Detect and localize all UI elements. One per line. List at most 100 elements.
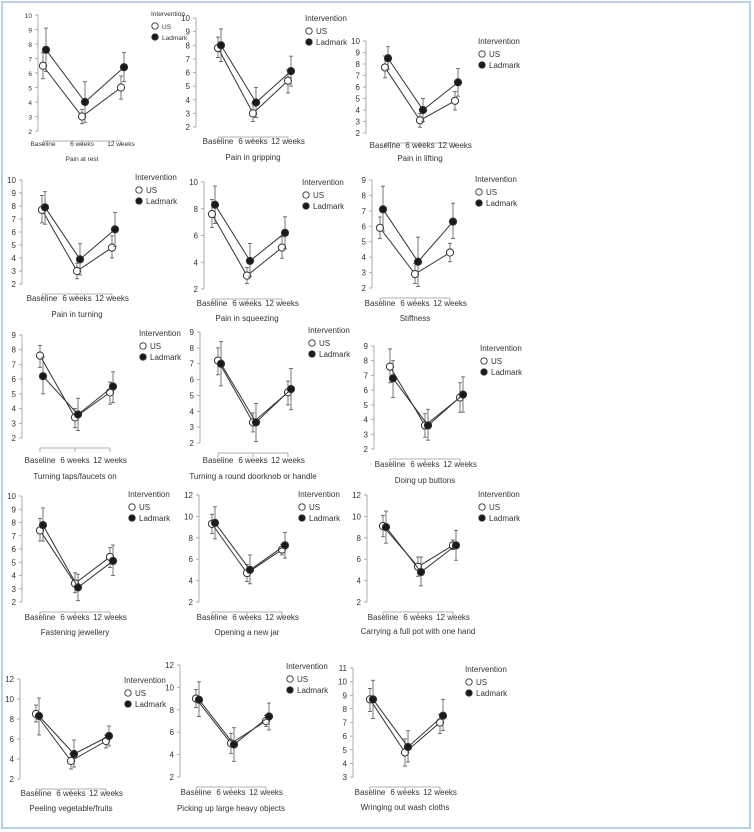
data-point-ladmark: [453, 78, 463, 87]
x-tick-label: 12 weeks: [265, 613, 299, 622]
y-tick-label: 3: [362, 269, 367, 278]
data-point-ladmark: [40, 203, 50, 212]
x-tick-label: 6 weeks: [405, 141, 434, 150]
data-point-ladmark: [38, 521, 48, 530]
data-point-us: [242, 271, 252, 280]
y-tick-label: 6: [170, 728, 175, 737]
legend-label: US: [309, 503, 320, 512]
y-tick-label: 6: [28, 71, 32, 78]
legend-marker-ladmark: [286, 686, 294, 694]
y-tick-label: 6: [356, 83, 361, 92]
chart-title: Wringing out wash cloths: [361, 803, 450, 812]
legend-marker-us: [478, 50, 486, 58]
y-tick-label: 2: [10, 775, 15, 784]
legend-label: US: [150, 342, 161, 351]
x-tick-label: 6 weeks: [60, 456, 89, 465]
x-tick-label: Baseline: [31, 141, 56, 148]
y-tick-label: 8: [343, 705, 348, 714]
x-tick-label: Baseline: [368, 613, 399, 622]
legend-title: Intervention: [124, 676, 166, 685]
y-tick-label: 4: [194, 258, 199, 267]
data-point-ladmark: [69, 749, 79, 759]
legend-label: Ladmark: [146, 197, 178, 206]
chart-title: Pain in lifting: [397, 154, 442, 163]
x-tick-label: 6 weeks: [238, 456, 267, 465]
y-tick-label: 4: [189, 577, 194, 586]
chart-title: Pain in gripping: [225, 153, 280, 162]
y-tick-label: 3: [28, 115, 32, 122]
legend-label: Ladmark: [489, 514, 521, 523]
legend-title: Intervention: [478, 37, 520, 46]
y-tick-label: 6: [343, 732, 348, 741]
chart-panel: 2 3 4 5 6 7 8 9 Baseline 6 weeks 12 weeksStiffness…: [362, 175, 519, 323]
y-tick-label: 9: [186, 28, 191, 37]
y-tick-label: 6: [12, 228, 17, 237]
data-point-ladmark: [245, 256, 255, 266]
data-point-ladmark: [210, 200, 220, 209]
y-tick-label: 5: [362, 238, 367, 247]
legend-marker-us: [298, 503, 306, 511]
x-tick-label: Baseline: [25, 456, 56, 465]
chart-title: Opening a new jar: [215, 628, 280, 637]
legend-title: Intervention: [480, 344, 522, 353]
legend-label: US: [146, 186, 157, 195]
y-tick-label: 9: [28, 28, 32, 35]
y-tick-label: 7: [362, 207, 367, 216]
y-tick-label: 4: [10, 755, 15, 764]
y-tick-label: 5: [28, 86, 32, 93]
y-tick-label: 2: [189, 598, 194, 607]
legend-marker-us: [151, 22, 159, 30]
y-tick-label: 7: [190, 360, 195, 369]
legend-label: US: [319, 339, 330, 348]
y-tick-label: 7: [364, 371, 369, 380]
y-tick-label: 4: [362, 253, 367, 262]
y-tick-label: 7: [356, 72, 361, 81]
data-point-us: [116, 83, 126, 92]
y-tick-label: 10: [351, 37, 360, 46]
y-tick-label: 6: [12, 545, 17, 554]
chart-title: Fastening jewellery: [41, 628, 109, 637]
x-tick-label: 12 weeks: [443, 460, 477, 469]
chart-panel: 2 4 6 8 10 12 Baseline 6 weeks 12 weeks Carrying …: [352, 490, 521, 636]
y-tick-label: 2: [186, 123, 191, 132]
y-tick-label: 6: [194, 232, 199, 241]
y-tick-label: 10: [189, 178, 198, 187]
legend-label: US: [297, 675, 308, 684]
y-tick-label: 3: [364, 430, 369, 439]
y-tick-label: 4: [170, 751, 175, 760]
data-point-ladmark: [286, 67, 296, 76]
y-tick-label: 6: [189, 555, 194, 564]
legend-marker-us: [286, 675, 294, 683]
data-point-ladmark: [286, 384, 296, 394]
data-point-us: [445, 248, 455, 257]
y-tick-label: 5: [12, 241, 17, 250]
y-tick-label: 6: [10, 735, 15, 744]
data-point-us: [248, 109, 258, 118]
data-point-ladmark: [451, 541, 461, 550]
chart-panel: 2 3 4 5 6 7 8 9 10 Baseline 6 weeks 12 weeks Pain in…: [351, 37, 521, 163]
series-line-us: [211, 213, 283, 277]
y-tick-label: 10: [165, 683, 174, 692]
y-tick-label: 7: [343, 719, 348, 728]
data-point-us: [450, 96, 460, 105]
legend-label: Ladmark: [139, 514, 171, 523]
data-point-ladmark: [403, 742, 413, 752]
legend-label: Ladmark: [491, 368, 523, 377]
data-point-ladmark: [438, 711, 448, 720]
legend-marker-us: [302, 191, 310, 199]
y-tick-label: 7: [12, 532, 17, 541]
y-tick-label: 6: [364, 386, 369, 395]
legend-title: Intervention: [305, 14, 347, 23]
x-tick-label: 6 weeks: [60, 613, 89, 622]
y-tick-label: 9: [362, 176, 367, 185]
x-tick-label: 6 weeks: [216, 788, 245, 797]
x-tick-label: 12 weeks: [93, 613, 127, 622]
chart-panel: 3 4 5 6 7 8 9 10 11 Baseline 6 weeks 12 weeks Wringi…: [338, 664, 508, 812]
legend-marker-ladmark: [128, 514, 136, 522]
legend-label: US: [162, 24, 172, 31]
y-tick-label: 10: [184, 512, 193, 521]
legend-title: Intervention: [308, 326, 350, 335]
y-tick-label: 9: [356, 49, 361, 58]
y-tick-label: 12: [352, 491, 361, 500]
x-tick-label: Baseline: [181, 788, 212, 797]
